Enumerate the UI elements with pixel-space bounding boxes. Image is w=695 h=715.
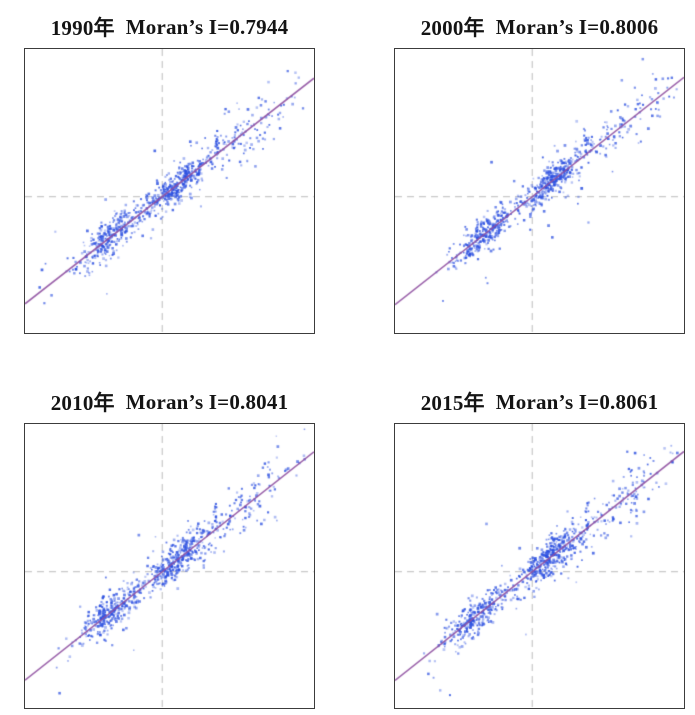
figure-row-bottom: 2010年 Moran’s I=0.8041 2015年 Moran’s I=0…	[0, 381, 695, 709]
year-label: 2015年	[420, 391, 485, 415]
figure-row-top: 1990年 Moran’s I=0.7944 2000年 Moran’s I=0…	[0, 6, 695, 334]
moran-scatterplot-1990	[25, 49, 314, 333]
plot-box-1990	[24, 48, 315, 334]
moran-scatterplot-2015	[395, 424, 684, 708]
moran-i-value: Moran’s I=0.7944	[125, 14, 289, 39]
moran-scatterplot-2010	[25, 424, 314, 708]
panel-2010: 2010年 Moran’s I=0.8041	[24, 381, 315, 709]
plot-box-2010	[24, 423, 315, 709]
panel-title-2000: 2000年 Moran’s I=0.8006	[394, 6, 685, 48]
panel-2015: 2015年 Moran’s I=0.8061	[394, 381, 685, 709]
moran-i-value: Moran’s I=0.8041	[125, 389, 289, 414]
panel-title-2015: 2015年 Moran’s I=0.8061	[394, 381, 685, 423]
plot-box-2015	[394, 423, 685, 709]
moran-i-value: Moran’s I=0.8061	[495, 389, 659, 414]
moran-i-value: Moran’s I=0.8006	[495, 14, 659, 39]
year-label: 2000年	[420, 16, 485, 40]
panel-1990: 1990年 Moran’s I=0.7944	[24, 6, 315, 334]
panel-title-2010: 2010年 Moran’s I=0.8041	[24, 381, 315, 423]
panel-2000: 2000年 Moran’s I=0.8006	[394, 6, 685, 334]
moran-scatterplot-2000	[395, 49, 684, 333]
year-label: 2010年	[50, 391, 115, 415]
year-label: 1990年	[50, 16, 115, 40]
panel-title-1990: 1990年 Moran’s I=0.7944	[24, 6, 315, 48]
plot-box-2000	[394, 48, 685, 334]
